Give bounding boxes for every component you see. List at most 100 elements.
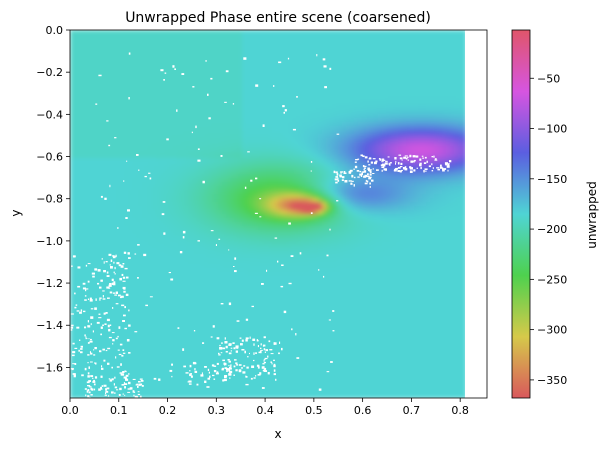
heatmap-cell xyxy=(334,114,339,119)
heatmap-cell xyxy=(310,158,315,163)
heatmap-cell xyxy=(306,106,311,111)
heatmap-cell xyxy=(374,126,379,131)
heatmap-cell xyxy=(426,78,431,83)
heatmap-cell xyxy=(86,30,91,35)
heatmap-cell xyxy=(406,42,411,47)
heatmap-cell xyxy=(82,178,87,183)
heatmap-cell xyxy=(334,118,339,123)
heatmap-cell xyxy=(394,50,399,55)
heatmap-cell xyxy=(290,50,295,55)
heatmap-cell xyxy=(370,166,375,171)
heatmap-cell xyxy=(214,130,219,135)
heatmap-cell xyxy=(458,194,463,199)
heatmap-cell xyxy=(82,30,87,35)
heatmap-cell xyxy=(86,34,91,39)
heatmap-cell xyxy=(326,126,331,131)
heatmap-cell xyxy=(146,118,151,123)
heatmap-cell xyxy=(302,122,307,127)
heatmap-cell xyxy=(194,214,199,219)
heatmap-cell xyxy=(202,94,207,99)
heatmap-cell xyxy=(450,102,455,107)
heatmap-cell xyxy=(78,54,83,59)
heatmap-cell xyxy=(194,230,199,235)
heatmap-cell xyxy=(390,50,395,55)
heatmap-cell xyxy=(422,82,427,87)
heatmap-cell xyxy=(126,74,131,79)
heatmap-cell xyxy=(266,214,271,219)
heatmap-cell xyxy=(194,194,199,199)
heatmap-cell xyxy=(106,138,111,143)
heatmap-cell xyxy=(162,178,167,183)
heatmap-cell xyxy=(298,178,303,183)
heatmap-cell xyxy=(410,210,415,215)
heatmap-cell xyxy=(318,98,323,103)
heatmap-cell xyxy=(142,86,147,91)
heatmap-cell xyxy=(354,62,359,67)
heatmap-cell xyxy=(190,126,195,131)
heatmap-cell xyxy=(70,94,75,99)
heatmap-cell xyxy=(134,158,139,163)
heatmap-cell xyxy=(458,210,463,215)
heatmap-cell xyxy=(226,90,231,95)
heatmap-cell xyxy=(166,222,171,227)
heatmap-cell xyxy=(258,78,263,83)
heatmap-cell xyxy=(374,162,379,167)
heatmap-cell xyxy=(234,166,239,171)
heatmap-cell xyxy=(314,190,319,195)
heatmap-cell xyxy=(310,110,315,115)
heatmap-cell xyxy=(182,38,187,43)
heatmap-cell xyxy=(214,126,219,131)
heatmap-cell xyxy=(330,182,335,187)
heatmap-cell xyxy=(242,206,247,211)
heatmap-cell xyxy=(206,110,211,115)
heatmap-cell xyxy=(170,102,175,107)
heatmap-cell xyxy=(462,30,466,35)
heatmap-cell xyxy=(366,86,371,91)
heatmap-cell xyxy=(70,118,75,123)
heatmap-cell xyxy=(162,58,167,63)
heatmap-cell xyxy=(454,170,459,175)
heatmap-cell xyxy=(202,142,207,147)
heatmap-cell xyxy=(326,142,331,147)
heatmap-cell xyxy=(298,62,303,67)
heatmap-cell xyxy=(98,210,103,215)
heatmap-cell xyxy=(294,226,299,231)
heatmap-cell xyxy=(374,58,379,63)
heatmap-cell xyxy=(378,98,383,103)
heatmap-cell xyxy=(290,186,295,191)
heatmap-cell xyxy=(290,114,295,119)
heatmap-cell xyxy=(110,122,115,127)
heatmap-cell xyxy=(146,50,151,55)
heatmap-cell xyxy=(390,186,395,191)
heatmap-cell xyxy=(386,66,391,71)
heatmap-cell xyxy=(238,162,243,167)
heatmap-cell xyxy=(322,218,327,223)
heatmap-cell xyxy=(246,182,251,187)
heatmap-cell xyxy=(98,194,103,199)
heatmap-cell xyxy=(154,74,159,79)
heatmap-cell xyxy=(426,66,431,71)
heatmap-cell xyxy=(306,178,311,183)
heatmap-cell xyxy=(370,34,375,39)
heatmap-cell xyxy=(326,178,331,183)
heatmap-cell xyxy=(270,130,275,135)
heatmap-cell xyxy=(434,182,439,187)
heatmap-cell xyxy=(318,30,323,35)
heatmap-cell xyxy=(182,142,187,147)
heatmap-cell xyxy=(146,66,151,71)
heatmap-cell xyxy=(310,166,315,171)
heatmap-cell xyxy=(186,98,191,103)
heatmap-cell xyxy=(138,186,143,191)
heatmap-cell xyxy=(318,170,323,175)
heatmap-cell xyxy=(138,78,143,83)
heatmap-cell xyxy=(402,218,407,223)
heatmap-cell xyxy=(110,66,115,71)
heatmap-cell xyxy=(98,198,103,203)
heatmap-cell xyxy=(114,166,119,171)
heatmap-cell xyxy=(74,198,79,203)
heatmap-cell xyxy=(162,194,167,199)
heatmap-cell xyxy=(274,50,279,55)
heatmap-cell xyxy=(246,206,251,211)
heatmap-cell xyxy=(390,110,395,115)
heatmap-cell xyxy=(410,198,415,203)
